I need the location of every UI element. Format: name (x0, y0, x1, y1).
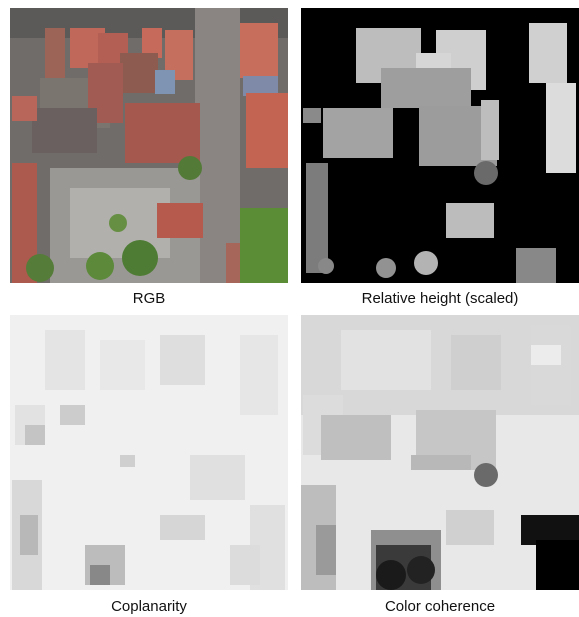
relative-height-panel (301, 8, 579, 283)
rgb-caption: RGB (132, 290, 166, 307)
color-coherence-image (301, 315, 579, 590)
coplanarity-panel (10, 315, 288, 590)
color-coherence-panel (301, 315, 579, 590)
rgb-aerial-image (10, 8, 288, 283)
color-coherence-caption: Color coherence (384, 598, 496, 615)
coplanarity-caption: Coplanarity (111, 598, 187, 615)
relative-height-caption: Relative height (scaled) (361, 290, 519, 307)
rgb-panel (10, 8, 288, 283)
relative-height-image (301, 8, 579, 283)
coplanarity-image (10, 315, 288, 590)
